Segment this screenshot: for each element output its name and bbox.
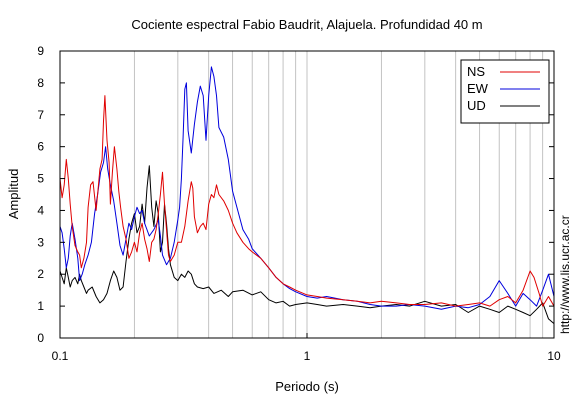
legend-box <box>460 59 550 124</box>
x-axis-label: Periodo (s) <box>275 379 339 394</box>
y-tick-label: 6 <box>37 140 44 154</box>
legend: NS EW UD <box>460 59 550 124</box>
series-line-ud <box>59 165 555 324</box>
series-line-ns <box>59 95 555 307</box>
legend-entries: NS EW UD <box>467 64 540 113</box>
side-url-note: http://www.lis.ucr.ac.cr <box>558 215 572 334</box>
y-axis-label: Amplitud <box>6 169 21 220</box>
y-axis-ticks: 0 1 2 3 4 5 6 7 8 9 <box>37 44 554 345</box>
y-tick-label: 1 <box>37 299 44 313</box>
y-tick-label: 2 <box>37 267 44 281</box>
y-tick-label: 8 <box>37 76 44 90</box>
x-axis-ticks: 0.1 1 10 <box>52 333 561 363</box>
y-tick-label: 5 <box>37 172 44 186</box>
x-tick-label: 1 <box>304 349 311 363</box>
x-tick-label: 10 <box>547 349 561 363</box>
x-tick-label: 0.1 <box>52 349 69 363</box>
series-line-ew <box>59 66 555 310</box>
chart-title: Cociente espectral Fabio Baudrit, Alajue… <box>131 17 482 32</box>
y-tick-label: 4 <box>37 203 44 217</box>
legend-label-ns: NS <box>467 64 485 79</box>
y-tick-label: 9 <box>37 44 44 58</box>
y-tick-label: 0 <box>37 331 44 345</box>
y-tick-label: 3 <box>37 235 44 249</box>
legend-label-ud: UD <box>467 98 486 113</box>
series-layer <box>59 66 555 324</box>
y-tick-label: 7 <box>37 108 44 122</box>
legend-label-ew: EW <box>467 81 489 96</box>
